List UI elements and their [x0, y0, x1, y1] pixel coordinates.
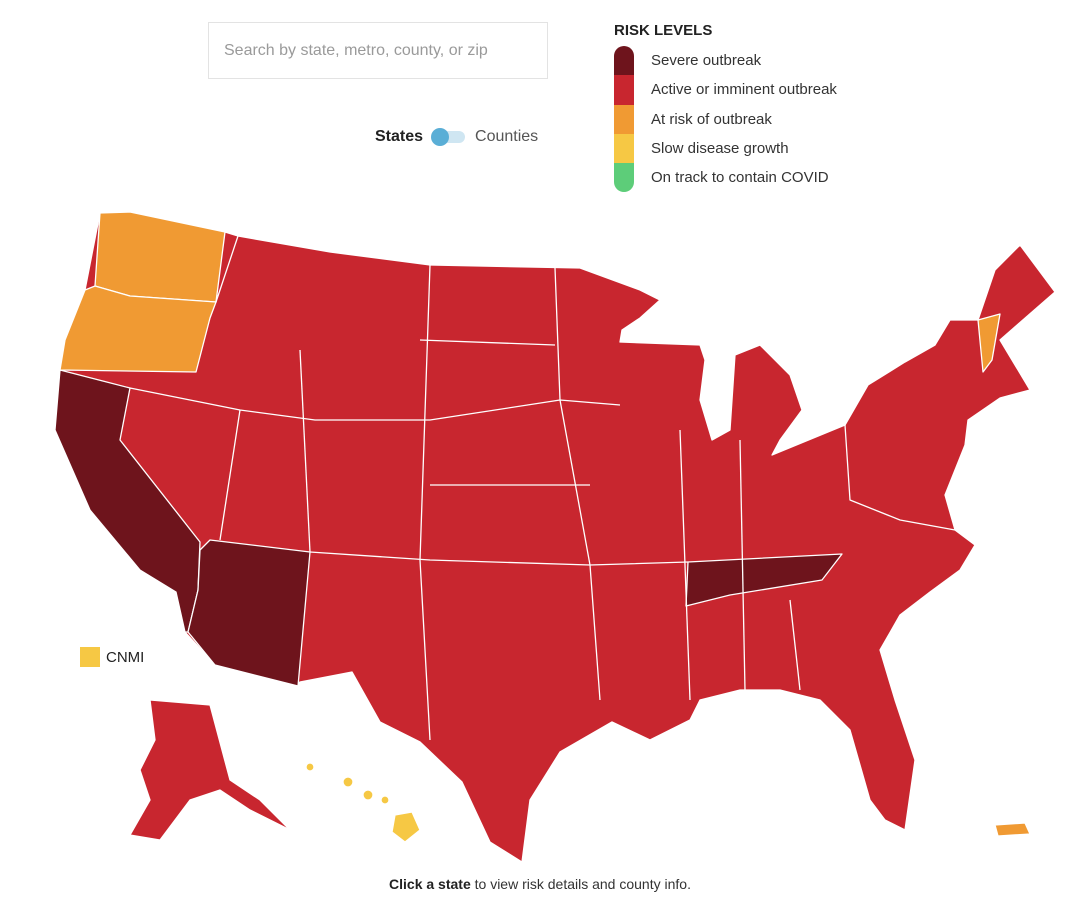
legend-swatch — [614, 46, 634, 76]
cnmi-label: CNMI — [106, 648, 145, 666]
state-borders — [419, 264, 431, 741]
state-borders — [419, 339, 556, 346]
state-borders — [215, 235, 239, 303]
states-counties-switch[interactable] — [431, 128, 466, 146]
toggle-counties-label[interactable]: Counties — [475, 128, 539, 145]
state-borders — [554, 267, 601, 701]
state-borders — [844, 424, 956, 531]
state-borders — [219, 409, 241, 541]
legend-swatch — [614, 163, 634, 193]
legend-swatch — [614, 75, 634, 105]
state-hawaii[interactable] — [305, 762, 421, 843]
footer-bold: Click a state — [389, 876, 471, 892]
state-borders — [299, 349, 311, 553]
toggle-states-label[interactable]: States — [375, 128, 424, 145]
state-vermont[interactable] — [977, 313, 1001, 373]
switch-knob[interactable] — [431, 128, 450, 146]
cnmi-swatch — [80, 647, 100, 667]
cnmi-marker[interactable]: CNMI — [80, 647, 144, 667]
state-alaska[interactable] — [129, 699, 291, 841]
legend-swatch — [614, 133, 634, 164]
state-borders — [739, 439, 746, 691]
state-borders — [309, 551, 689, 566]
legend-label: Severe outbreak — [651, 52, 762, 70]
legend-label: On track to contain COVID — [651, 169, 829, 187]
territory-puerto-rico[interactable] — [994, 822, 1031, 837]
legend-item: On track to contain COVID — [614, 163, 837, 193]
footer-rest: to view risk details and county info. — [470, 876, 691, 892]
legend-item: Active or imminent outbreak — [614, 75, 837, 105]
state-borders — [789, 599, 801, 691]
legend-item: Severe outbreak — [614, 46, 837, 76]
view-toggle: States Counties — [375, 128, 538, 146]
state-borders — [129, 387, 621, 421]
state-washington[interactable] — [94, 211, 226, 303]
search-input[interactable] — [208, 22, 548, 79]
state-arizona[interactable] — [187, 539, 311, 687]
state-oregon[interactable] — [59, 285, 217, 373]
legend-label: Active or imminent outbreak — [651, 81, 837, 99]
footer-hint: Click a state to view risk details and c… — [0, 876, 1080, 892]
state-borders — [679, 429, 691, 701]
legend-item: At risk of outbreak — [614, 104, 837, 134]
legend-title: RISK LEVELS — [614, 22, 713, 39]
state-lower48[interactable] — [54, 211, 1056, 863]
legend-swatch — [614, 104, 634, 134]
legend-label: Slow disease growth — [651, 140, 789, 158]
state-california[interactable] — [54, 369, 201, 633]
legend-label: At risk of outbreak — [651, 110, 772, 128]
risk-legend: RISK LEVELS Severe outbreak Active or imm… — [614, 22, 837, 193]
legend-item: Slow disease growth — [614, 133, 837, 164]
